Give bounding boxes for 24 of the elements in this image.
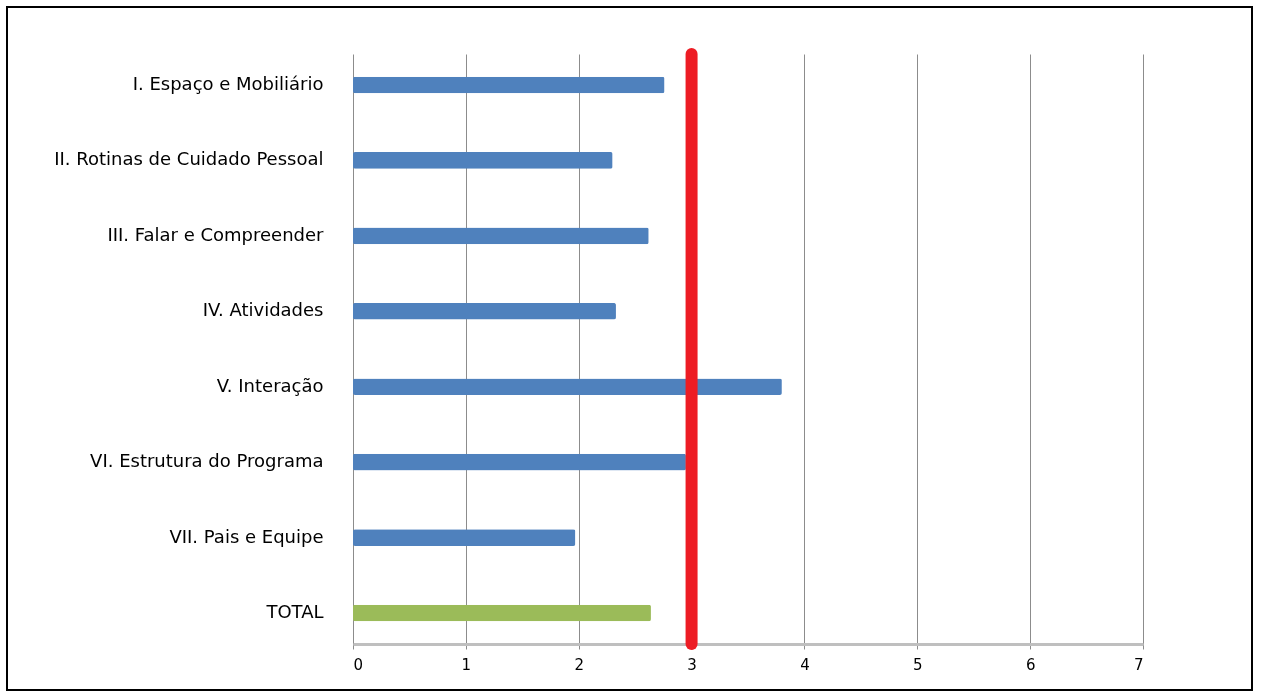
bar — [353, 152, 613, 169]
y-tick-label: I. Espaço e Mobiliário — [132, 72, 324, 94]
x-tick-label: 3 — [687, 655, 697, 674]
bar — [353, 227, 649, 245]
bar — [353, 302, 616, 320]
x-tick-label: 4 — [800, 655, 810, 674]
x-tick-label: 7 — [1133, 655, 1144, 674]
y-tick-label: IV. Atividades — [202, 299, 324, 321]
bar — [353, 378, 782, 396]
y-tick-label: II. Rotinas de Cuidado Pessoal — [54, 148, 324, 170]
y-tick-label: V. Interação — [216, 374, 324, 396]
x-tick-label: 5 — [913, 655, 923, 674]
x-tick-label: 2 — [574, 655, 584, 674]
x-tick-label: 0 — [353, 655, 364, 674]
bar — [353, 453, 686, 471]
y-tick-label: III. Falar e Compreender — [107, 223, 325, 245]
bar — [353, 529, 576, 546]
y-tick-label: VI. Estrutura do Programa — [90, 450, 324, 472]
y-tick-label: VII. Pais e Equipe — [169, 525, 324, 547]
y-tick-label: TOTAL — [265, 601, 324, 623]
x-tick-label: 6 — [1025, 655, 1036, 674]
bar — [353, 604, 651, 622]
x-tick-label: 1 — [461, 655, 472, 674]
bar — [353, 76, 665, 94]
